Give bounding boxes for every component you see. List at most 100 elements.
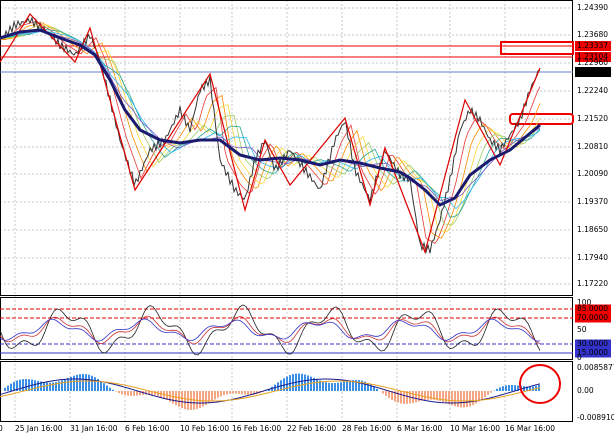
hist-bar <box>457 391 459 407</box>
hist-bar <box>451 391 453 406</box>
hist-bar <box>61 380 63 391</box>
hist-bar <box>394 391 396 402</box>
hist-bar <box>187 391 189 410</box>
hist-bar <box>529 386 531 391</box>
hist-bar <box>106 385 108 391</box>
hist-bar <box>7 385 9 391</box>
hist-bar <box>337 382 339 391</box>
hist-bar <box>133 391 135 396</box>
hist-bar <box>205 391 207 405</box>
hist-bar <box>244 391 246 395</box>
hist-bar <box>343 381 345 391</box>
hist-bar <box>502 386 504 391</box>
macd-label: 0.00 <box>577 386 594 395</box>
hist-bar <box>91 375 93 391</box>
price-label: 1.18650 <box>577 225 608 234</box>
hist-bar <box>367 382 369 391</box>
hist-bar <box>88 374 90 391</box>
hist-bar <box>319 380 321 391</box>
hist-bar <box>22 379 24 391</box>
hist-bar <box>181 391 183 409</box>
hist-bar <box>466 391 468 408</box>
hist-bar <box>178 391 180 407</box>
hist-bar <box>352 380 354 391</box>
main-panel <box>0 0 573 296</box>
signal-line <box>0 380 541 402</box>
hist-bar <box>238 391 240 394</box>
hist-bar <box>514 385 516 391</box>
hist-bar <box>448 391 450 405</box>
hist-bar <box>355 379 357 391</box>
hist-bar <box>478 391 480 402</box>
hist-bar <box>226 391 228 395</box>
hist-bar <box>232 391 234 394</box>
hist-bar <box>400 391 402 404</box>
hist-bar <box>427 391 429 400</box>
label-badge <box>575 339 611 349</box>
hist-bar <box>40 381 42 391</box>
hist-bar <box>325 382 327 391</box>
hist-bar <box>217 391 219 398</box>
hist-bar <box>34 380 36 391</box>
hist-bar <box>109 387 111 391</box>
hist-bar <box>388 391 390 399</box>
hist-bar <box>10 383 12 391</box>
time-label: 6 Feb 16:00 <box>125 424 170 433</box>
hist-bar <box>154 391 156 396</box>
highlight-box <box>500 41 574 55</box>
hist-bar <box>301 373 303 391</box>
label-badge <box>575 52 611 62</box>
hist-bar <box>364 381 366 391</box>
hist-bar <box>151 391 153 395</box>
hist-bar <box>82 373 84 391</box>
hist-bar <box>385 391 387 396</box>
hist-bar <box>328 382 330 391</box>
hist-bar <box>472 391 474 406</box>
hist-bar <box>247 391 249 395</box>
hist-bar <box>370 384 372 391</box>
hist-bar <box>58 381 60 391</box>
hist-bar <box>322 381 324 391</box>
hist-bar <box>52 382 54 391</box>
time-label: 31 Jan 16:00 <box>70 424 118 433</box>
hist-bar <box>70 376 72 391</box>
hist-bar <box>73 375 75 391</box>
rsi-label: 100 <box>577 298 592 307</box>
hist-bar <box>316 379 318 391</box>
hist-bar <box>442 391 444 402</box>
hist-bar <box>481 391 483 400</box>
rsi-line <box>0 304 541 356</box>
hist-bar <box>241 391 243 395</box>
hist-bar <box>508 385 510 391</box>
rsi-panel <box>0 297 573 360</box>
hist-bar <box>28 379 30 391</box>
hist-bar <box>415 391 417 403</box>
hist-bar <box>460 391 462 408</box>
rsi-label: 50 <box>577 325 587 334</box>
price-label: 1.22719 <box>577 67 608 76</box>
hist-bar <box>37 380 39 391</box>
hist-bar <box>229 391 231 394</box>
hist-bar <box>79 374 81 391</box>
hist-bar <box>469 391 471 407</box>
hist-bar <box>430 391 432 400</box>
hist-bar <box>97 378 99 391</box>
hist-bar <box>286 376 288 391</box>
hist-bar <box>172 391 174 404</box>
hist-bar <box>505 385 507 391</box>
hist-bar <box>64 379 66 391</box>
hist-bar <box>250 391 252 395</box>
hist-bar <box>391 391 393 400</box>
hist-bar <box>310 376 312 391</box>
price-label: 1.20810 <box>577 142 608 151</box>
hist-bar <box>214 391 216 400</box>
hist-bar <box>19 379 21 391</box>
hist-bar <box>100 380 102 391</box>
hist-bar <box>439 391 441 401</box>
hist-bar <box>139 391 141 396</box>
price-label: 1.23680 <box>577 30 608 39</box>
rsi-label: 30.0000 <box>577 339 608 348</box>
rsi-label: 70.0000 <box>577 313 608 322</box>
hist-bar <box>454 391 456 407</box>
